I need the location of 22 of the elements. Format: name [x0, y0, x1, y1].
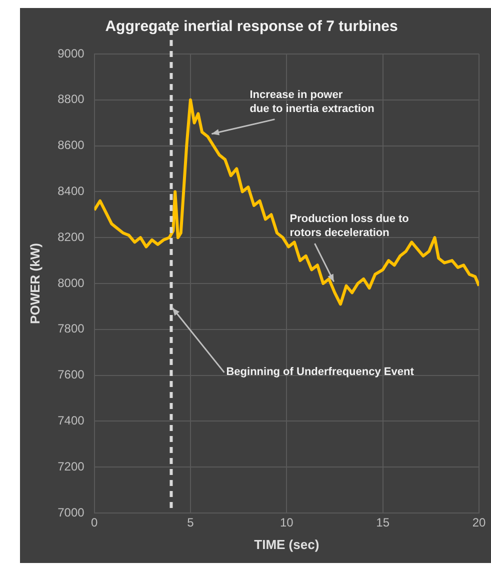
y-axis-title: POWER (kW): [27, 243, 42, 324]
annotation: Beginning of Underfrequency Event: [226, 366, 414, 378]
y-tick-label: 8200: [58, 230, 85, 244]
y-tick-label: 8000: [58, 276, 85, 290]
y-tick-label: 7800: [58, 322, 85, 336]
y-tick-label: 7000: [58, 505, 85, 520]
y-tick-label: 7600: [58, 368, 85, 382]
x-tick-label: 20: [472, 516, 486, 530]
annotation: Increase in power due to inertia extraction: [250, 88, 375, 115]
chart-title: Aggregate inertial response of 7 turbines: [105, 18, 398, 36]
y-tick-label: 9000: [58, 46, 85, 60]
y-tick-label: 7200: [58, 459, 85, 474]
y-tick-label: 8400: [58, 184, 85, 198]
x-tick-label: 0: [90, 516, 98, 530]
x-tick-label: 10: [280, 516, 294, 530]
y-tick-label: 8600: [58, 138, 85, 152]
y-tick-label: 8800: [58, 92, 85, 106]
x-tick-label: 15: [376, 516, 390, 530]
y-tick-label: 7400: [58, 414, 85, 428]
annotation: Production loss due to rotors deceleration: [290, 213, 410, 240]
x-tick-label: 5: [187, 516, 194, 530]
x-axis-title: TIME (sec): [254, 536, 320, 552]
